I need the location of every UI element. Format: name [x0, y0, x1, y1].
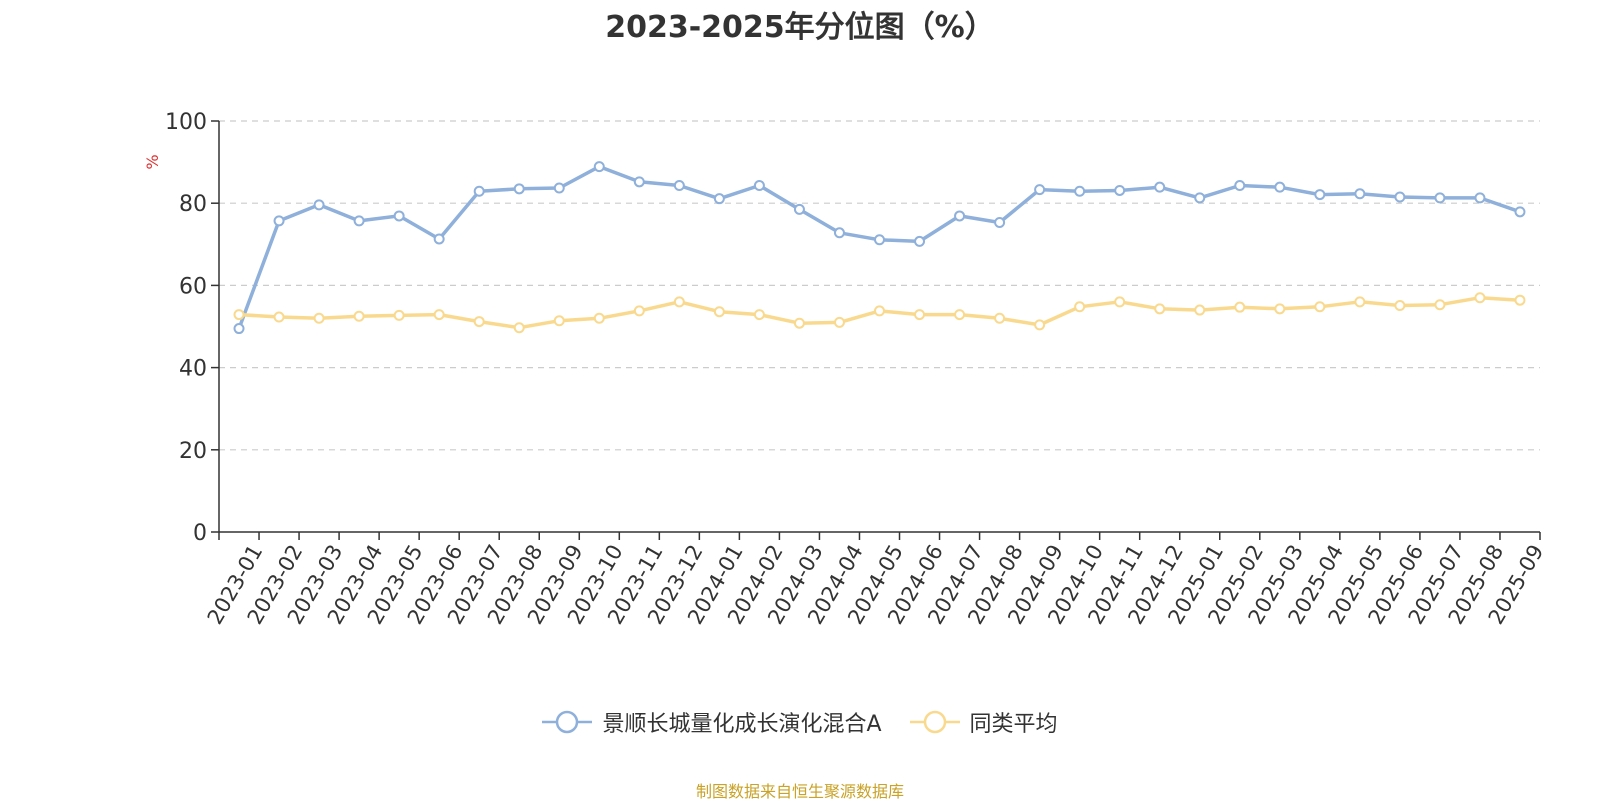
y-tick-label: 20 — [179, 439, 207, 464]
data-point — [1074, 301, 1086, 313]
legend-label: 同类平均 — [969, 712, 1058, 737]
data-point — [1394, 191, 1406, 203]
y-tick-label: 80 — [179, 192, 207, 217]
data-point — [433, 233, 445, 245]
data-point — [313, 199, 325, 211]
data-point — [753, 180, 765, 192]
data-point — [1074, 185, 1086, 197]
data-point — [673, 180, 685, 192]
data-point — [1434, 192, 1446, 204]
data-point — [353, 310, 365, 322]
data-point — [593, 161, 605, 173]
data-point — [353, 215, 365, 227]
data-point — [793, 317, 805, 329]
data-point — [673, 296, 685, 308]
y-tick-label: 60 — [179, 274, 207, 299]
grid-lines — [219, 120, 1540, 451]
y-tick-label: 40 — [179, 357, 207, 382]
data-point — [433, 309, 445, 321]
legend-item-1[interactable]: 景顺长城量化成长演化混合A — [542, 706, 882, 738]
data-point — [914, 309, 926, 321]
data-point — [1234, 180, 1246, 192]
data-point — [1314, 301, 1326, 313]
data-point — [1114, 184, 1126, 196]
data-point — [833, 316, 845, 328]
legend-label: 景顺长城量化成长演化混合A — [602, 712, 882, 737]
data-point — [1314, 189, 1326, 201]
series-layer — [233, 161, 1526, 335]
data-point — [1514, 206, 1526, 218]
y-tick-label: 100 — [165, 110, 207, 135]
data-point — [313, 312, 325, 324]
data-point — [1474, 292, 1486, 304]
data-point — [1474, 192, 1486, 204]
data-point — [793, 203, 805, 215]
data-point — [1034, 184, 1046, 196]
data-point — [273, 311, 285, 323]
y-tick-label: 0 — [193, 521, 207, 546]
data-point — [833, 227, 845, 239]
data-point — [233, 309, 245, 321]
data-point — [753, 309, 765, 321]
data-point — [1514, 294, 1526, 306]
data-point — [553, 315, 565, 327]
data-point — [393, 210, 405, 222]
data-point — [1354, 188, 1366, 200]
y-axis-label: % — [143, 154, 162, 169]
data-point — [1114, 296, 1126, 308]
data-point — [994, 217, 1006, 229]
data-point — [593, 312, 605, 324]
legend-swatch-icon — [909, 710, 960, 734]
data-point — [874, 305, 885, 317]
series-2 — [233, 292, 1526, 334]
source-note: 制图数据来自恒生聚源数据库 — [695, 782, 904, 801]
legend: 景顺长城量化成长演化混合A 同类平均 — [0, 706, 1600, 738]
data-point — [473, 316, 485, 328]
data-point — [553, 182, 565, 194]
data-point — [1034, 319, 1046, 331]
data-point — [994, 312, 1006, 324]
data-point — [1394, 300, 1406, 312]
data-point — [1154, 303, 1166, 315]
data-point — [954, 210, 966, 222]
legend-swatch-icon — [542, 710, 593, 734]
data-point — [1154, 181, 1166, 193]
data-point — [1434, 299, 1446, 311]
data-point — [914, 235, 926, 247]
data-point — [1234, 301, 1246, 313]
data-point — [1354, 296, 1366, 308]
data-point — [1194, 192, 1206, 204]
data-point — [954, 309, 966, 321]
data-point — [513, 322, 525, 334]
data-point — [1194, 304, 1206, 316]
data-point — [633, 305, 645, 317]
series-1 — [233, 161, 1526, 335]
axes: 0204060801002023-012023-022023-032023-04… — [165, 110, 1548, 628]
data-point — [874, 234, 885, 246]
data-point — [713, 193, 725, 205]
data-point — [633, 176, 645, 188]
chart-title: 2023-2025年分位图（%） — [605, 10, 995, 45]
legend-item-2[interactable]: 同类平均 — [909, 706, 1058, 738]
data-point — [393, 309, 405, 321]
data-point — [1274, 303, 1286, 315]
data-point — [1274, 181, 1286, 193]
data-point — [713, 306, 725, 318]
data-point — [513, 183, 525, 195]
data-point — [273, 215, 285, 227]
data-point — [233, 323, 245, 335]
data-point — [473, 185, 485, 197]
